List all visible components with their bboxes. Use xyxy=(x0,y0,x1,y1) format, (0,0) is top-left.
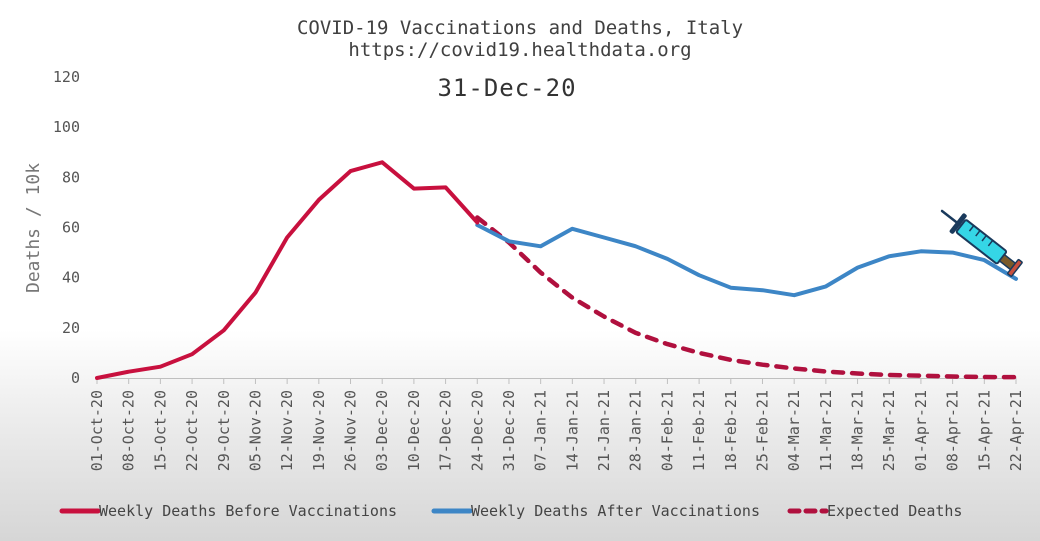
x-tick-label: 29-Oct-20 xyxy=(215,390,233,471)
x-tick-label: 22-Oct-20 xyxy=(183,390,201,471)
x-tick-label: 03-Dec-20 xyxy=(373,390,391,471)
x-tick-label: 21-Jan-21 xyxy=(595,390,613,471)
chart-subtitle: https://covid19.healthdata.org xyxy=(348,39,691,61)
x-axis-ticks: 01-Oct-20 08-Oct-20 15-Oct-20 22-Oct-20 29-O… xyxy=(88,378,1025,471)
x-tick-label: 12-Nov-20 xyxy=(278,390,296,471)
x-tick-label: 08-Oct-20 xyxy=(120,390,138,471)
legend: Weekly Deaths Before Vaccinations Weekly … xyxy=(59,502,962,520)
y-tick-label: 20 xyxy=(62,319,80,337)
x-tick-label: 24-Dec-20 xyxy=(468,390,486,471)
x-tick-label: 19-Nov-20 xyxy=(310,390,328,471)
x-tick-label: 01-Oct-20 xyxy=(88,390,106,471)
syringe-handle xyxy=(1007,258,1023,277)
x-tick-label: 15-Oct-20 xyxy=(151,390,169,471)
x-tick-label: 28-Jan-21 xyxy=(627,390,645,471)
x-tick-label: 04-Feb-21 xyxy=(658,390,676,471)
y-axis-ticks: 0 20 40 60 80 100 120 xyxy=(53,68,80,387)
x-tick-label: 17-Dec-20 xyxy=(437,390,455,471)
x-tick-label: 07-Jan-21 xyxy=(532,390,550,471)
x-tick-label: 15-Apr-21 xyxy=(975,390,993,471)
y-tick-label: 0 xyxy=(71,369,80,387)
x-tick-label: 31-Dec-20 xyxy=(500,390,518,471)
chart-title: COVID-19 Vaccinations and Deaths, Italy xyxy=(297,17,743,39)
y-axis-label: Deaths / 10k xyxy=(23,163,44,293)
y-tick-label: 100 xyxy=(53,118,80,136)
x-tick-label: 11-Mar-21 xyxy=(817,390,835,471)
syringe-mark xyxy=(987,239,994,247)
x-tick-label: 18-Mar-21 xyxy=(849,390,867,471)
x-tick-label: 14-Jan-21 xyxy=(563,390,581,471)
syringe-icon xyxy=(940,209,1023,277)
y-tick-label: 120 xyxy=(53,68,80,86)
x-tick-label: 25-Mar-21 xyxy=(880,390,898,471)
x-tick-label: 25-Feb-21 xyxy=(753,390,771,471)
x-tick-label: 18-Feb-21 xyxy=(722,390,740,471)
x-tick-label: 08-Apr-21 xyxy=(944,390,962,471)
legend-label: Expected Deaths xyxy=(827,502,962,520)
series-line xyxy=(475,215,1019,380)
series-line xyxy=(475,223,1018,298)
legend-label: Weekly Deaths Before Vaccinations xyxy=(99,502,397,520)
y-tick-label: 60 xyxy=(62,219,80,237)
date-label: 31-Dec-20 xyxy=(437,74,576,102)
syringe-plunger-cap xyxy=(949,213,967,234)
x-tick-label: 10-Dec-20 xyxy=(405,390,423,471)
x-tick-label: 04-Mar-21 xyxy=(785,390,803,471)
x-tick-label: 11-Feb-21 xyxy=(690,390,708,471)
legend-label: Weekly Deaths After Vaccinations xyxy=(471,502,760,520)
y-tick-label: 80 xyxy=(62,168,80,186)
y-tick-label: 40 xyxy=(62,269,80,287)
x-tick-label: 05-Nov-20 xyxy=(246,390,264,471)
x-tick-label: 22-Apr-21 xyxy=(1007,390,1025,471)
syringe-mark xyxy=(981,235,987,242)
syringe-mark xyxy=(968,225,975,232)
series-line xyxy=(95,160,480,380)
x-tick-label: 01-Apr-21 xyxy=(912,390,930,471)
syringe-mark xyxy=(975,230,981,237)
series-lines xyxy=(95,160,1019,380)
x-tick-label: 26-Nov-20 xyxy=(342,390,360,471)
